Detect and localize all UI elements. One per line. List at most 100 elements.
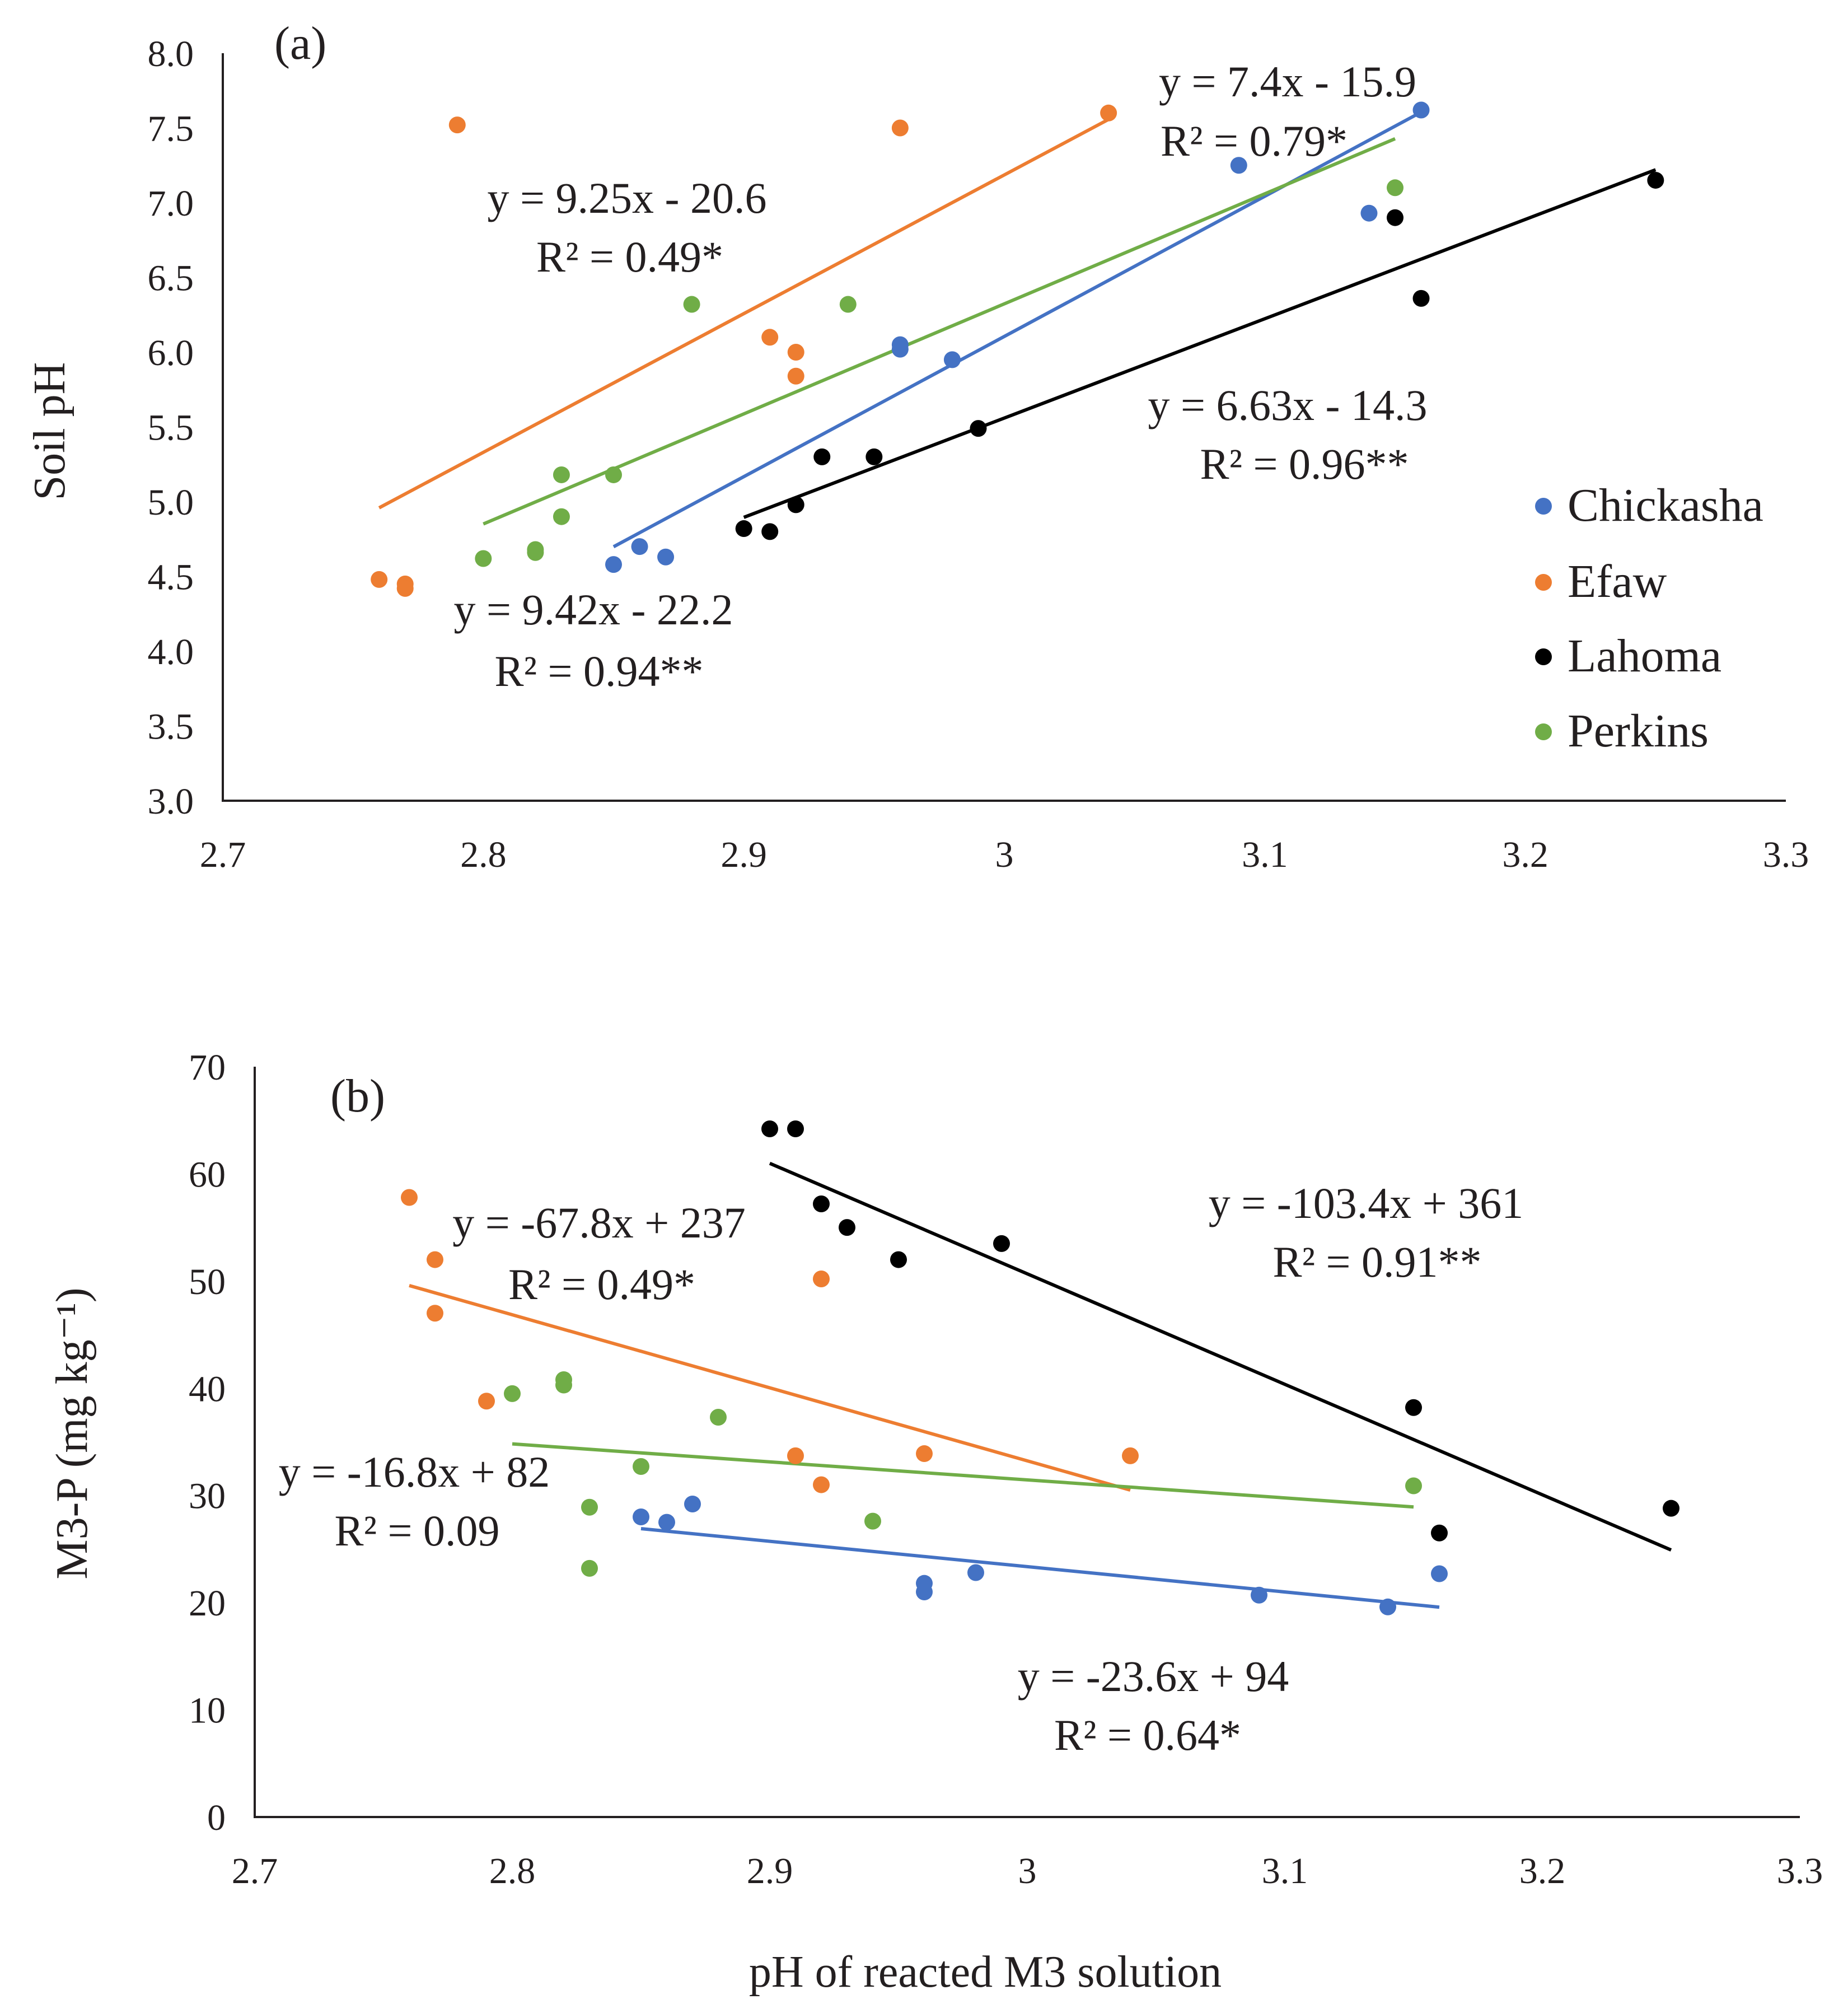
- trendline-a-perkins: [483, 137, 1396, 526]
- point-a-lahoma: [735, 520, 752, 538]
- point-b-perkins: [581, 1559, 598, 1577]
- point-b-chickasha: [916, 1575, 933, 1592]
- point-a-chickasha: [1360, 204, 1378, 222]
- equation-b-efaw-fit: y = -67.8x + 237: [452, 1198, 745, 1247]
- legend-item-efaw: Efaw: [1535, 555, 1667, 608]
- point-a-perkins: [475, 550, 492, 567]
- point-b-chickasha: [1379, 1598, 1396, 1615]
- legend-item-lahoma: Lahoma: [1535, 630, 1721, 682]
- point-a-chickasha: [943, 351, 961, 368]
- point-b-lahoma: [993, 1235, 1010, 1252]
- panel-b-x-tick-label: 3.1: [1262, 1851, 1308, 1891]
- point-a-lahoma: [1647, 171, 1664, 189]
- point-a-perkins: [839, 296, 857, 313]
- legend: Chickasha Efaw Lahoma Perkins: [1535, 479, 1763, 757]
- panel-b-x-ticks: 2.7 2.8 2.9 3 3.1 3.2 3.3: [232, 1851, 1823, 1891]
- legend-marker-perkins: [1535, 723, 1552, 740]
- point-b-lahoma: [1431, 1524, 1448, 1542]
- equation-b-chickasha: y = -23.6x + 94 R² = 0.64*: [1018, 1652, 1289, 1759]
- equation-a-perkins-fit: y = 9.42x - 22.2: [454, 585, 733, 634]
- panel-a-x-tick-label: 2.7: [200, 834, 246, 875]
- point-a-perkins: [527, 544, 544, 561]
- point-a-lahoma: [813, 448, 831, 465]
- point-b-lahoma: [890, 1251, 907, 1268]
- point-a-efaw: [761, 329, 779, 346]
- point-a-perkins: [553, 508, 570, 525]
- point-a-chickasha: [891, 340, 909, 358]
- point-b-efaw: [916, 1445, 933, 1463]
- panel-b-trendlines: [409, 1161, 1672, 1609]
- point-a-chickasha: [1412, 101, 1430, 119]
- panel-a-y-tick-label: 5.5: [148, 408, 194, 449]
- panel-a-y-tick-label: 7.5: [148, 109, 194, 150]
- equation-a-chickasha-r2: R² = 0.79*: [1161, 116, 1348, 165]
- point-a-chickasha: [1230, 157, 1247, 174]
- legend-marker-lahoma: [1535, 648, 1552, 665]
- point-a-efaw: [787, 367, 804, 385]
- panel-a-x-tick-label: 3: [995, 834, 1014, 875]
- point-b-efaw: [401, 1189, 418, 1206]
- panel-a-y-tick-label: 3.0: [148, 781, 194, 822]
- point-b-chickasha: [1251, 1586, 1267, 1604]
- panel-a-y-tick-label: 6.0: [148, 333, 194, 373]
- point-a-efaw: [371, 571, 388, 588]
- panel-a: 3.0 3.5 4.0 4.5 5.0 5.5 6.0 6.5 7.0 7.5 8.0 2.7 2.8…: [25, 17, 1809, 875]
- point-b-lahoma: [1663, 1500, 1679, 1517]
- point-a-efaw: [396, 580, 414, 597]
- point-b-efaw: [813, 1271, 830, 1288]
- legend-marker-efaw: [1535, 574, 1552, 591]
- panel-a-trendlines: [378, 110, 1657, 549]
- equation-b-lahoma: y = -103.4x + 361 R² = 0.91**: [1209, 1179, 1523, 1286]
- panel-a-x-tick-label: 3.3: [1763, 834, 1809, 875]
- panel-a-y-tick-label: 5.0: [148, 482, 194, 523]
- point-a-lahoma: [865, 448, 883, 465]
- panel-b-y-tick-label: 70: [189, 1047, 226, 1088]
- panel-b-y-tick-label: 20: [189, 1583, 226, 1624]
- point-a-lahoma: [1412, 289, 1430, 307]
- panel-a-axes: [222, 53, 1786, 802]
- point-b-chickasha: [658, 1514, 675, 1531]
- legend-label-efaw: Efaw: [1568, 555, 1667, 608]
- panel-b-x-tick-label: 2.9: [747, 1851, 793, 1891]
- panel-a-x-tick-label: 3.1: [1242, 834, 1288, 875]
- point-a-lahoma: [761, 523, 779, 540]
- point-b-efaw: [1122, 1447, 1139, 1464]
- point-b-perkins: [1405, 1477, 1422, 1494]
- trendline-b-perkins: [512, 1442, 1414, 1509]
- equation-a-lahoma: y = 6.63x - 14.3 R² = 0.96**: [1148, 381, 1428, 488]
- equation-a-lahoma-fit: y = 6.63x - 14.3: [1148, 381, 1428, 429]
- panel-b-x-tick-label: 2.8: [489, 1851, 536, 1891]
- x-axis-label: pH of reacted M3 solution: [749, 1947, 1222, 1997]
- panel-b-axes: [254, 1067, 1800, 1818]
- panel-b-y-tick-label: 30: [189, 1476, 226, 1517]
- trendline-b-chickasha: [640, 1527, 1440, 1609]
- panel-a-y-axis-label: Soil pH: [25, 362, 74, 501]
- legend-item-perkins: Perkins: [1535, 705, 1709, 757]
- panel-a-label: (a): [274, 17, 326, 69]
- point-b-efaw: [427, 1251, 443, 1268]
- panel-a-x-ticks: 2.7 2.8 2.9 3 3.1 3.2 3.3: [200, 834, 1809, 875]
- panel-a-points: [371, 101, 1664, 597]
- point-b-perkins: [555, 1376, 572, 1394]
- equation-b-perkins-r2: R² = 0.09: [335, 1506, 500, 1555]
- point-b-lahoma: [813, 1195, 830, 1213]
- panel-a-y-tick-label: 4.0: [148, 632, 194, 672]
- point-b-efaw: [427, 1305, 443, 1322]
- point-b-efaw: [813, 1476, 830, 1493]
- legend-label-perkins: Perkins: [1568, 705, 1709, 757]
- trendline-b-efaw: [409, 1283, 1131, 1492]
- equation-b-efaw-r2: R² = 0.49*: [508, 1260, 695, 1309]
- equation-a-perkins: y = 9.42x - 22.2 R² = 0.94**: [454, 585, 733, 695]
- point-a-efaw: [448, 116, 466, 134]
- point-a-perkins: [605, 466, 622, 483]
- legend-label-chickasha: Chickasha: [1568, 479, 1763, 531]
- equation-b-lahoma-fit: y = -103.4x + 361: [1209, 1179, 1523, 1227]
- panel-b-points: [401, 1120, 1679, 1615]
- point-b-chickasha: [1431, 1565, 1448, 1582]
- panel-b-label: (b): [330, 1070, 385, 1122]
- panel-b-x-tick-label: 3.2: [1519, 1851, 1566, 1891]
- equation-b-chickasha-fit: y = -23.6x + 94: [1018, 1652, 1289, 1701]
- equation-b-lahoma-r2: R² = 0.91**: [1273, 1237, 1482, 1286]
